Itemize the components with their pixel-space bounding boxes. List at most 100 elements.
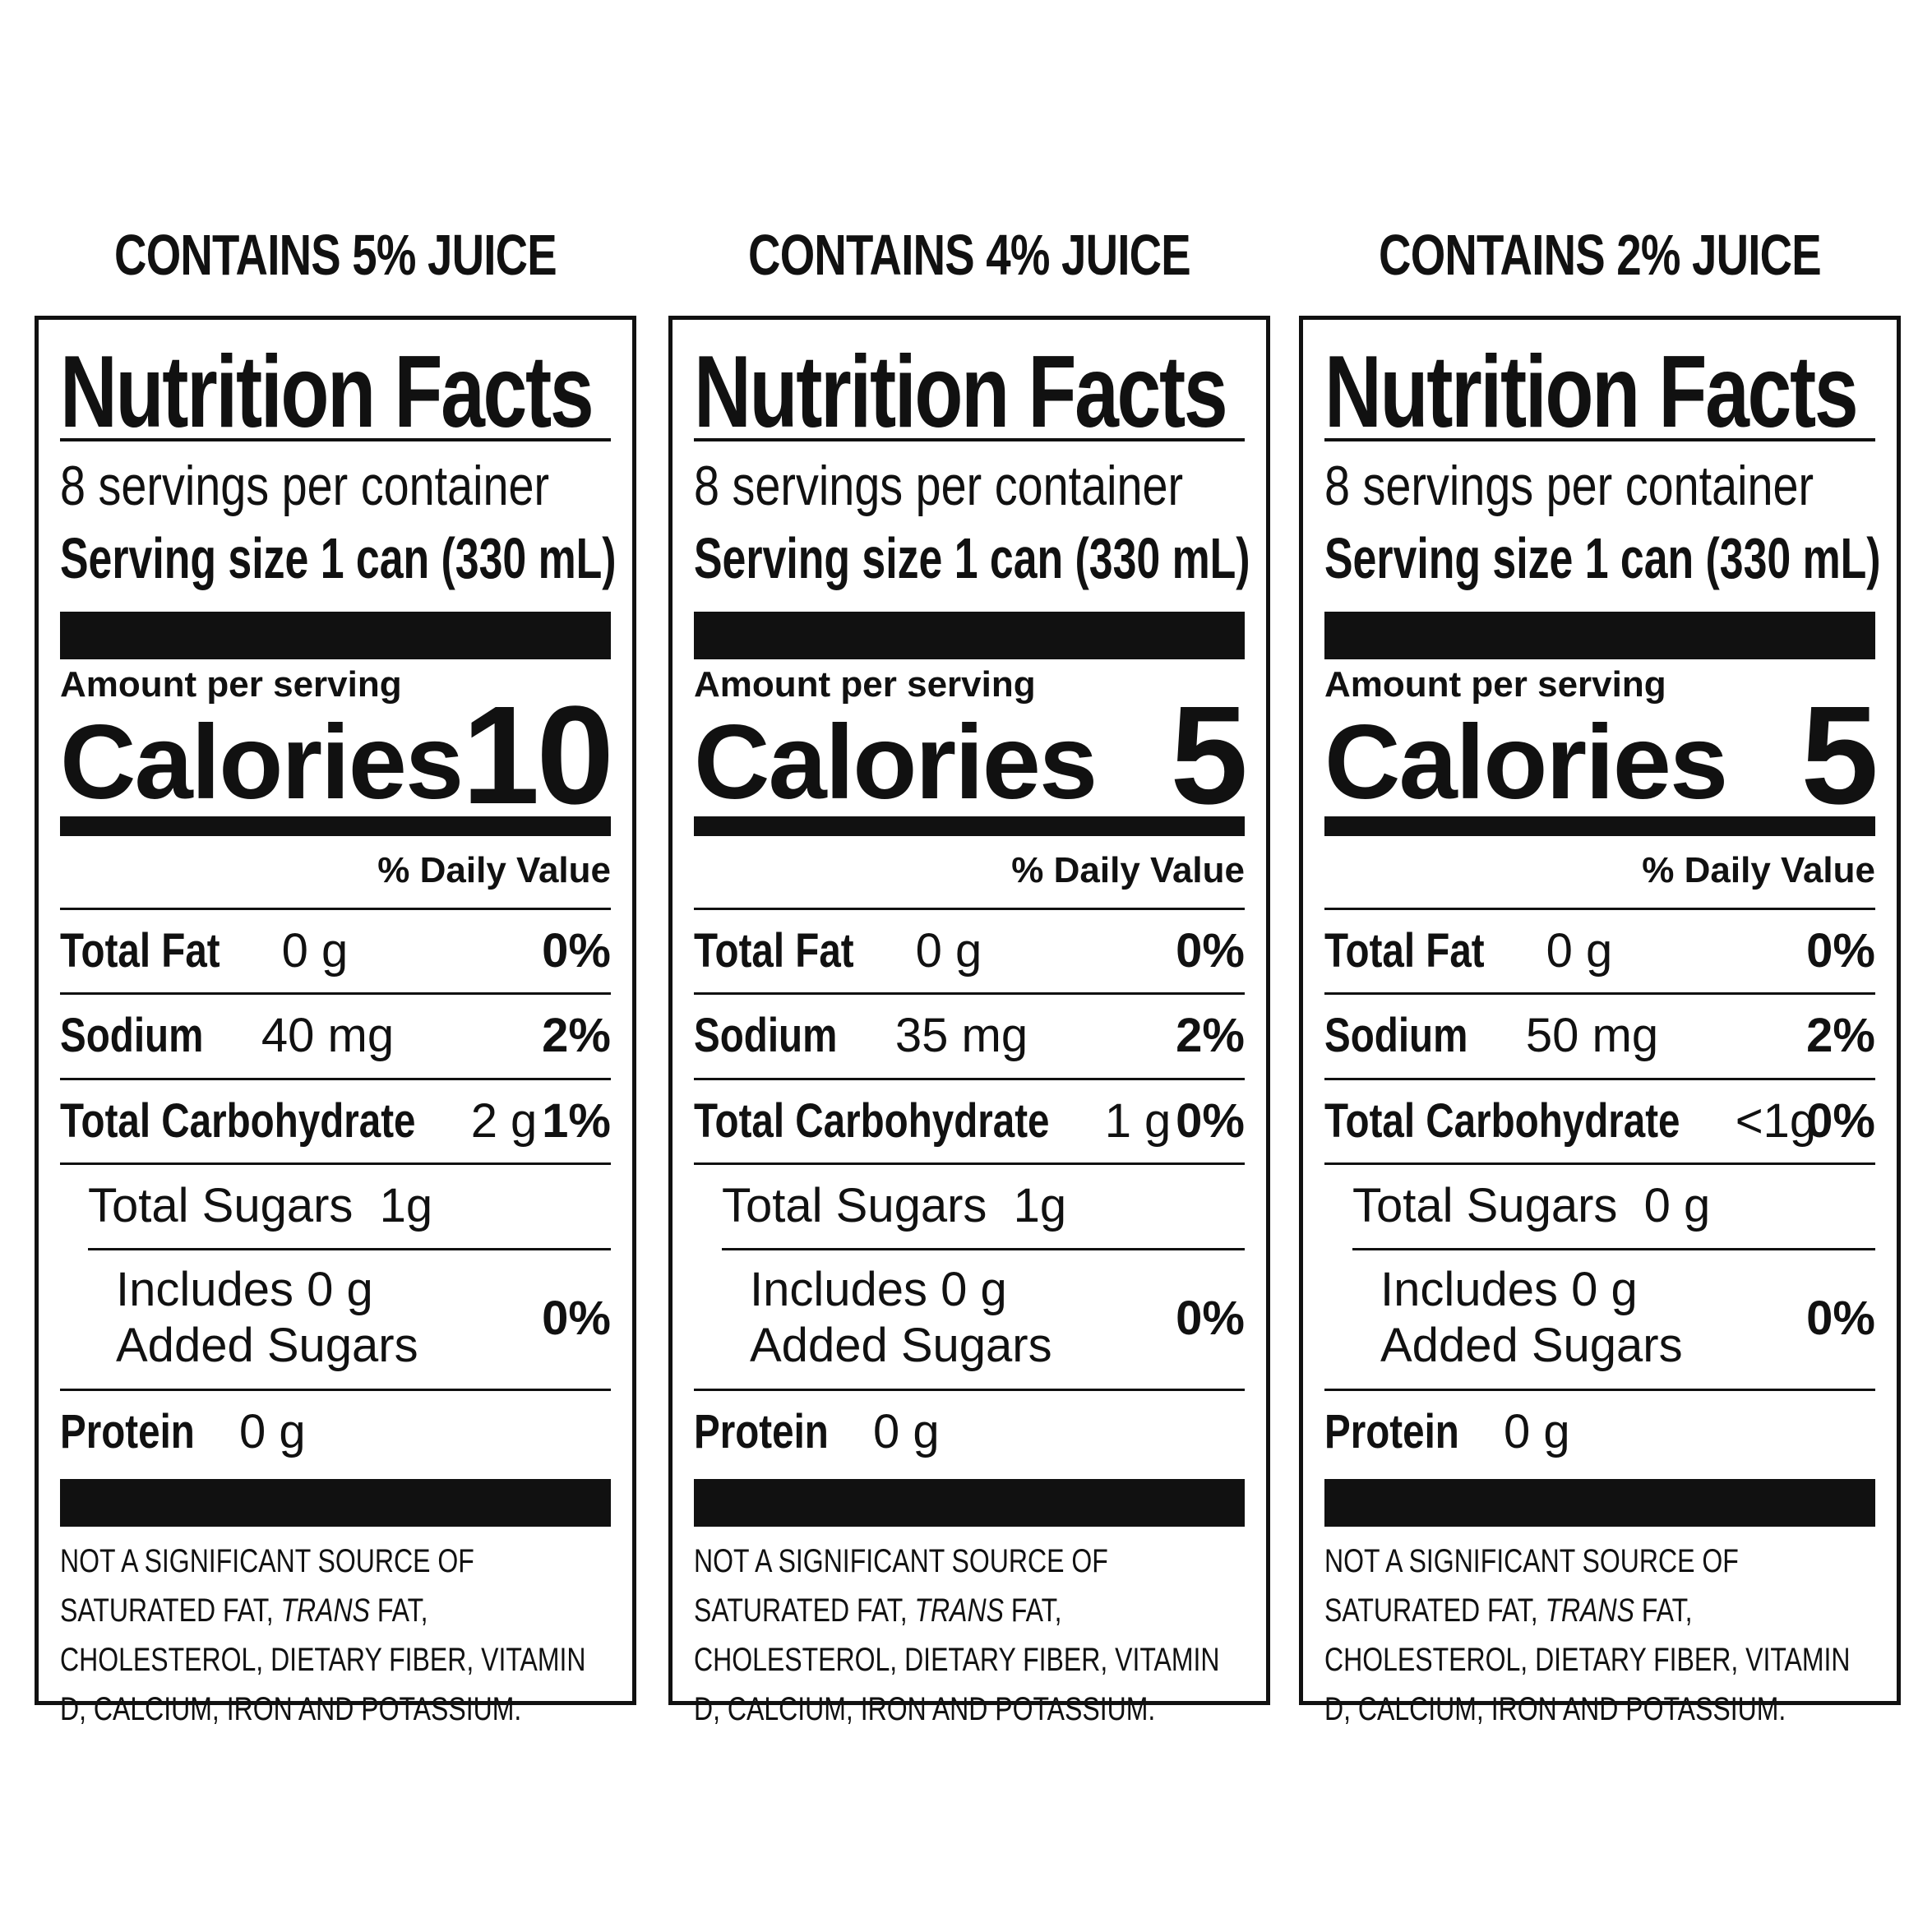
sodium-row: Sodium 40 mg 2% [60, 1007, 611, 1065]
calories-value: 5 [1170, 677, 1248, 834]
nutrient-name: Total Carbohydrate [60, 1094, 427, 1148]
calories-label: Calories [1324, 704, 1728, 821]
total-fat-row: Total Fat 0 g 0% [694, 922, 1245, 980]
nutrient-dv: 0% [1176, 1094, 1245, 1148]
footnote-text: NOT A SIGNIFICANT SOURCE OF SATURATED FA… [60, 1543, 474, 1629]
added-sugars-row: Includes 0 g Added Sugars 0% [60, 1262, 611, 1374]
nutrient-amount: <1g [1735, 1094, 1817, 1148]
nutrient-name: Sodium [60, 1009, 215, 1062]
added-sugars-line2: Added Sugars [116, 1319, 418, 1372]
divider-thin [60, 1162, 611, 1165]
nutrition-label: Nutrition Facts 8 servings per container… [1299, 316, 1901, 1727]
nutrient-name: Protein [1324, 1405, 1471, 1458]
serving-size: Serving size 1 can (330 mL) [1324, 526, 1881, 590]
footnote-text: FAT, CHOLESTEROL, DIETARY FIBER, VITAMIN… [1324, 1592, 1851, 1727]
total-fat-row: Total Fat 0 g 0% [60, 922, 611, 980]
divider-thin [1324, 1078, 1875, 1080]
added-sugars-line1: Includes 0 g [116, 1263, 373, 1316]
nutrient-name: Total Fat [1324, 924, 1495, 978]
nutrient-dv: 1% [542, 1094, 611, 1148]
amount-per-serving: Amount per serving [694, 664, 1036, 705]
nutrient-amount: 0 g [1504, 1405, 1570, 1458]
nutrient-name: Total Fat [60, 924, 231, 978]
divider-thin [88, 1248, 611, 1250]
divider-thick [694, 612, 1245, 659]
nutrient-amount: 0 g [239, 1405, 306, 1458]
footnote-text: FAT, CHOLESTEROL, DIETARY FIBER, VITAMIN… [60, 1592, 586, 1727]
nutrient-name: Protein [694, 1405, 840, 1458]
nutrition-facts-title: Nutrition Facts [694, 335, 1228, 449]
nutrient-name: Total Sugars [88, 1179, 367, 1232]
divider-thick [60, 1479, 611, 1527]
nutrient-amount: 0 g [873, 1405, 940, 1458]
nutrient-dv: 0% [542, 1292, 611, 1345]
protein-row: Protein 0 g [60, 1403, 611, 1461]
servings-per-container: 8 servings per container [694, 455, 1184, 517]
calories-value: 10 [461, 677, 614, 834]
nutrient-dv: 0% [1806, 1292, 1875, 1345]
divider-thin [60, 992, 611, 995]
divider-medium [694, 816, 1245, 836]
nutrient-name: Total Carbohydrate [694, 1094, 1061, 1148]
servings-per-container: 8 servings per container [60, 455, 550, 517]
divider-thin [60, 1078, 611, 1080]
divider-thin [694, 1389, 1245, 1391]
footnote-text: NOT A SIGNIFICANT SOURCE OF SATURATED FA… [694, 1543, 1108, 1629]
footnote: NOT A SIGNIFICANT SOURCE OF SATURATED FA… [694, 1537, 1245, 1734]
nutrient-dv: 2% [542, 1009, 611, 1062]
divider-thick [60, 612, 611, 659]
added-sugars-row: Includes 0 g Added Sugars 0% [1324, 1262, 1875, 1374]
total-carbohydrate-row: Total Carbohydrate 1 g 0% [694, 1093, 1245, 1150]
divider-thin [1324, 908, 1875, 910]
panel-heading: CONTAINS 2% JUICE [1379, 223, 1822, 287]
nutrient-amount: 1g [1013, 1179, 1067, 1232]
daily-value-header: % Daily Value [377, 850, 611, 890]
divider-thin [694, 1162, 1245, 1165]
total-sugars-row: Total Sugars 1g [694, 1177, 1245, 1235]
nutrient-amount: 1g [379, 1179, 433, 1232]
nutrient-dv: 0% [542, 924, 611, 978]
footnote-trans: TRANS [280, 1592, 370, 1629]
divider-thick [1324, 612, 1875, 659]
nutrient-name: Sodium [694, 1009, 848, 1062]
nutrient-name: Sodium [1324, 1009, 1479, 1062]
serving-size: Serving size 1 can (330 mL) [60, 526, 617, 590]
serving-size: Serving size 1 can (330 mL) [694, 526, 1250, 590]
divider-thick [694, 1479, 1245, 1527]
nutrition-facts-title: Nutrition Facts [1324, 335, 1859, 449]
total-fat-row: Total Fat 0 g 0% [1324, 922, 1875, 980]
calories-value: 5 [1800, 677, 1879, 834]
divider-thin [60, 1389, 611, 1391]
calories-label: Calories [694, 704, 1098, 821]
protein-row: Protein 0 g [1324, 1403, 1875, 1461]
nutrient-amount: 35 mg [894, 1009, 1028, 1062]
nutrition-label: Nutrition Facts 8 servings per container… [668, 316, 1270, 1727]
amount-per-serving: Amount per serving [1324, 664, 1666, 705]
footnote-text: NOT A SIGNIFICANT SOURCE OF SATURATED FA… [1324, 1543, 1739, 1629]
panel-heading: CONTAINS 5% JUICE [114, 223, 557, 287]
added-sugars-line2: Added Sugars [750, 1319, 1052, 1372]
divider-thin [694, 908, 1245, 910]
total-carbohydrate-row: Total Carbohydrate 2 g 1% [60, 1093, 611, 1150]
footnote-text: FAT, CHOLESTEROL, DIETARY FIBER, VITAMIN… [694, 1592, 1220, 1727]
divider-thin [60, 908, 611, 910]
nutrient-dv: 0% [1806, 924, 1875, 978]
footnote: NOT A SIGNIFICANT SOURCE OF SATURATED FA… [60, 1537, 611, 1734]
protein-row: Protein 0 g [694, 1403, 1245, 1461]
divider-thin [60, 438, 611, 441]
nutrient-amount: 40 mg [261, 1009, 395, 1062]
nutrient-amount: 2 g [470, 1094, 538, 1148]
servings-per-container: 8 servings per container [1324, 455, 1814, 517]
total-carbohydrate-row: Total Carbohydrate <1g 0% [1324, 1093, 1875, 1150]
added-sugars-line2: Added Sugars [1380, 1319, 1683, 1372]
panel-heading: CONTAINS 4% JUICE [748, 223, 1191, 287]
divider-thin [694, 1078, 1245, 1080]
total-sugars-row: Total Sugars 0 g [1324, 1177, 1875, 1235]
nutrient-amount: 50 mg [1525, 1009, 1659, 1062]
sodium-row: Sodium 50 mg 2% [1324, 1007, 1875, 1065]
nutrient-dv: 0% [1176, 924, 1245, 978]
footnote-trans: TRANS [914, 1592, 1004, 1629]
nutrient-amount: 1 g [1104, 1094, 1172, 1148]
divider-thin [1324, 438, 1875, 441]
nutrient-amount: 0 g [1546, 924, 1613, 978]
